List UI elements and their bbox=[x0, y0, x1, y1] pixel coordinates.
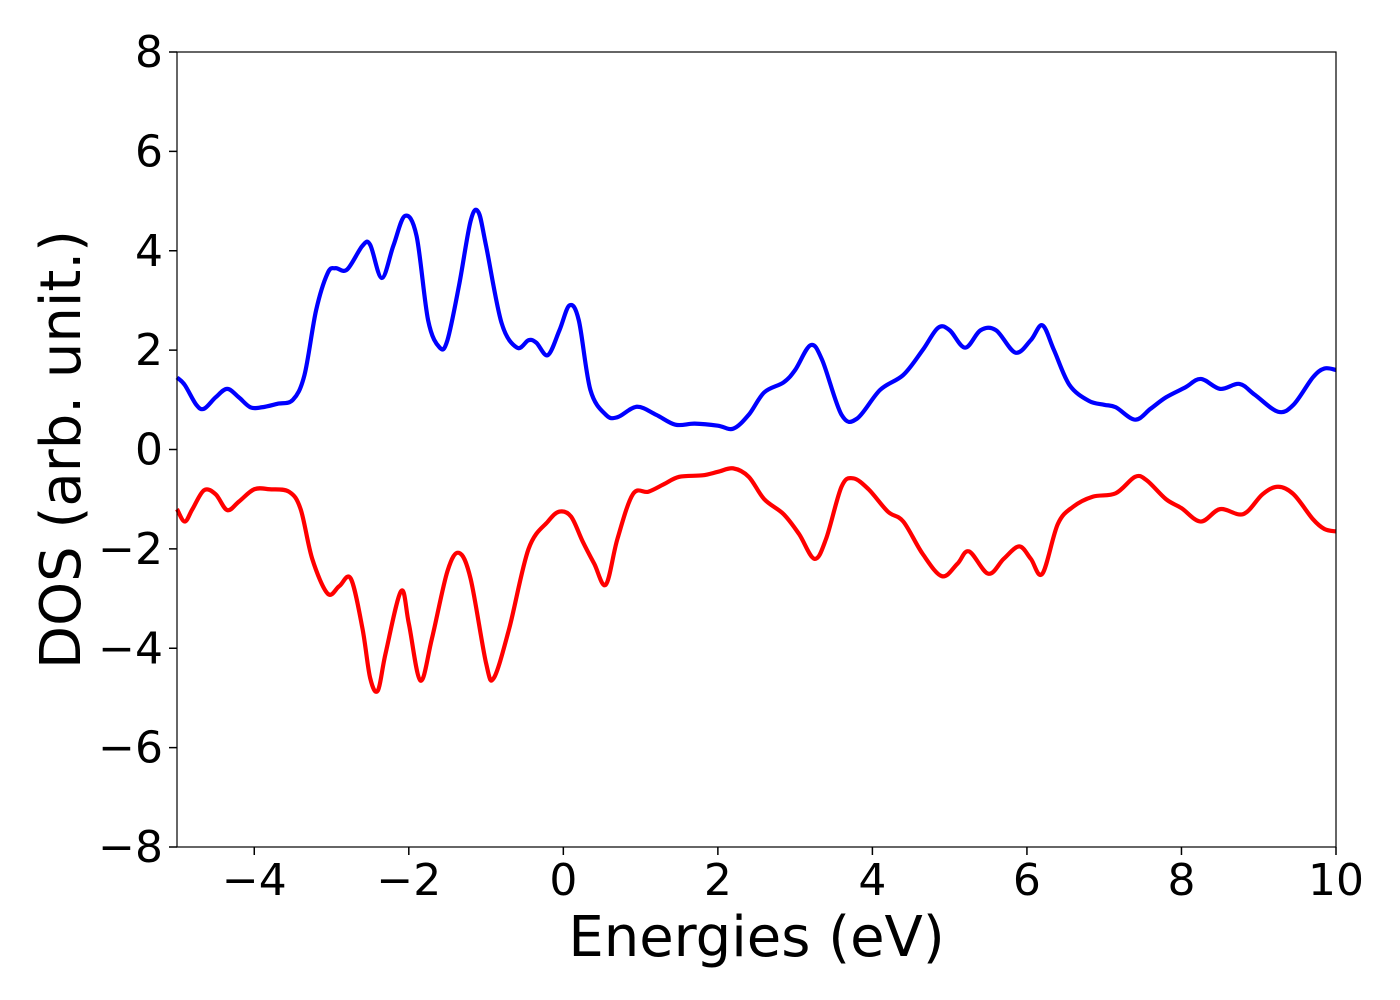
x-axis-ticks: −4 −2 0 2 4 6 8 10 bbox=[222, 847, 1364, 906]
y-tick-label: −4 bbox=[98, 623, 163, 674]
y-tick-label: −8 bbox=[98, 822, 163, 873]
x-axis-label: Energies (eV) bbox=[568, 905, 944, 970]
y-tick-label: −6 bbox=[98, 723, 163, 774]
dos-spin-down-line bbox=[175, 466, 1337, 694]
y-axis-label: DOS (arb. unit.) bbox=[29, 230, 94, 669]
x-tick-label: −4 bbox=[222, 855, 287, 906]
dos-spin-up-line bbox=[175, 207, 1337, 432]
x-tick-label: −2 bbox=[376, 855, 441, 906]
x-tick-label: 0 bbox=[549, 855, 577, 906]
x-tick-label: 4 bbox=[858, 855, 886, 906]
y-tick-label: 8 bbox=[135, 27, 163, 78]
series-layer bbox=[175, 207, 1337, 694]
y-axis-ticks: 8 6 4 2 0 −2 −4 −6 −8 bbox=[98, 27, 177, 873]
y-tick-label: −2 bbox=[98, 524, 163, 575]
x-tick-label: 2 bbox=[704, 855, 732, 906]
y-tick-label: 4 bbox=[135, 226, 163, 277]
x-tick-label: 10 bbox=[1308, 855, 1364, 906]
x-tick-label: 6 bbox=[1013, 855, 1041, 906]
y-tick-label: 0 bbox=[135, 425, 163, 476]
y-tick-label: 6 bbox=[135, 126, 163, 177]
x-tick-label: 8 bbox=[1167, 855, 1195, 906]
y-tick-label: 2 bbox=[135, 325, 163, 376]
